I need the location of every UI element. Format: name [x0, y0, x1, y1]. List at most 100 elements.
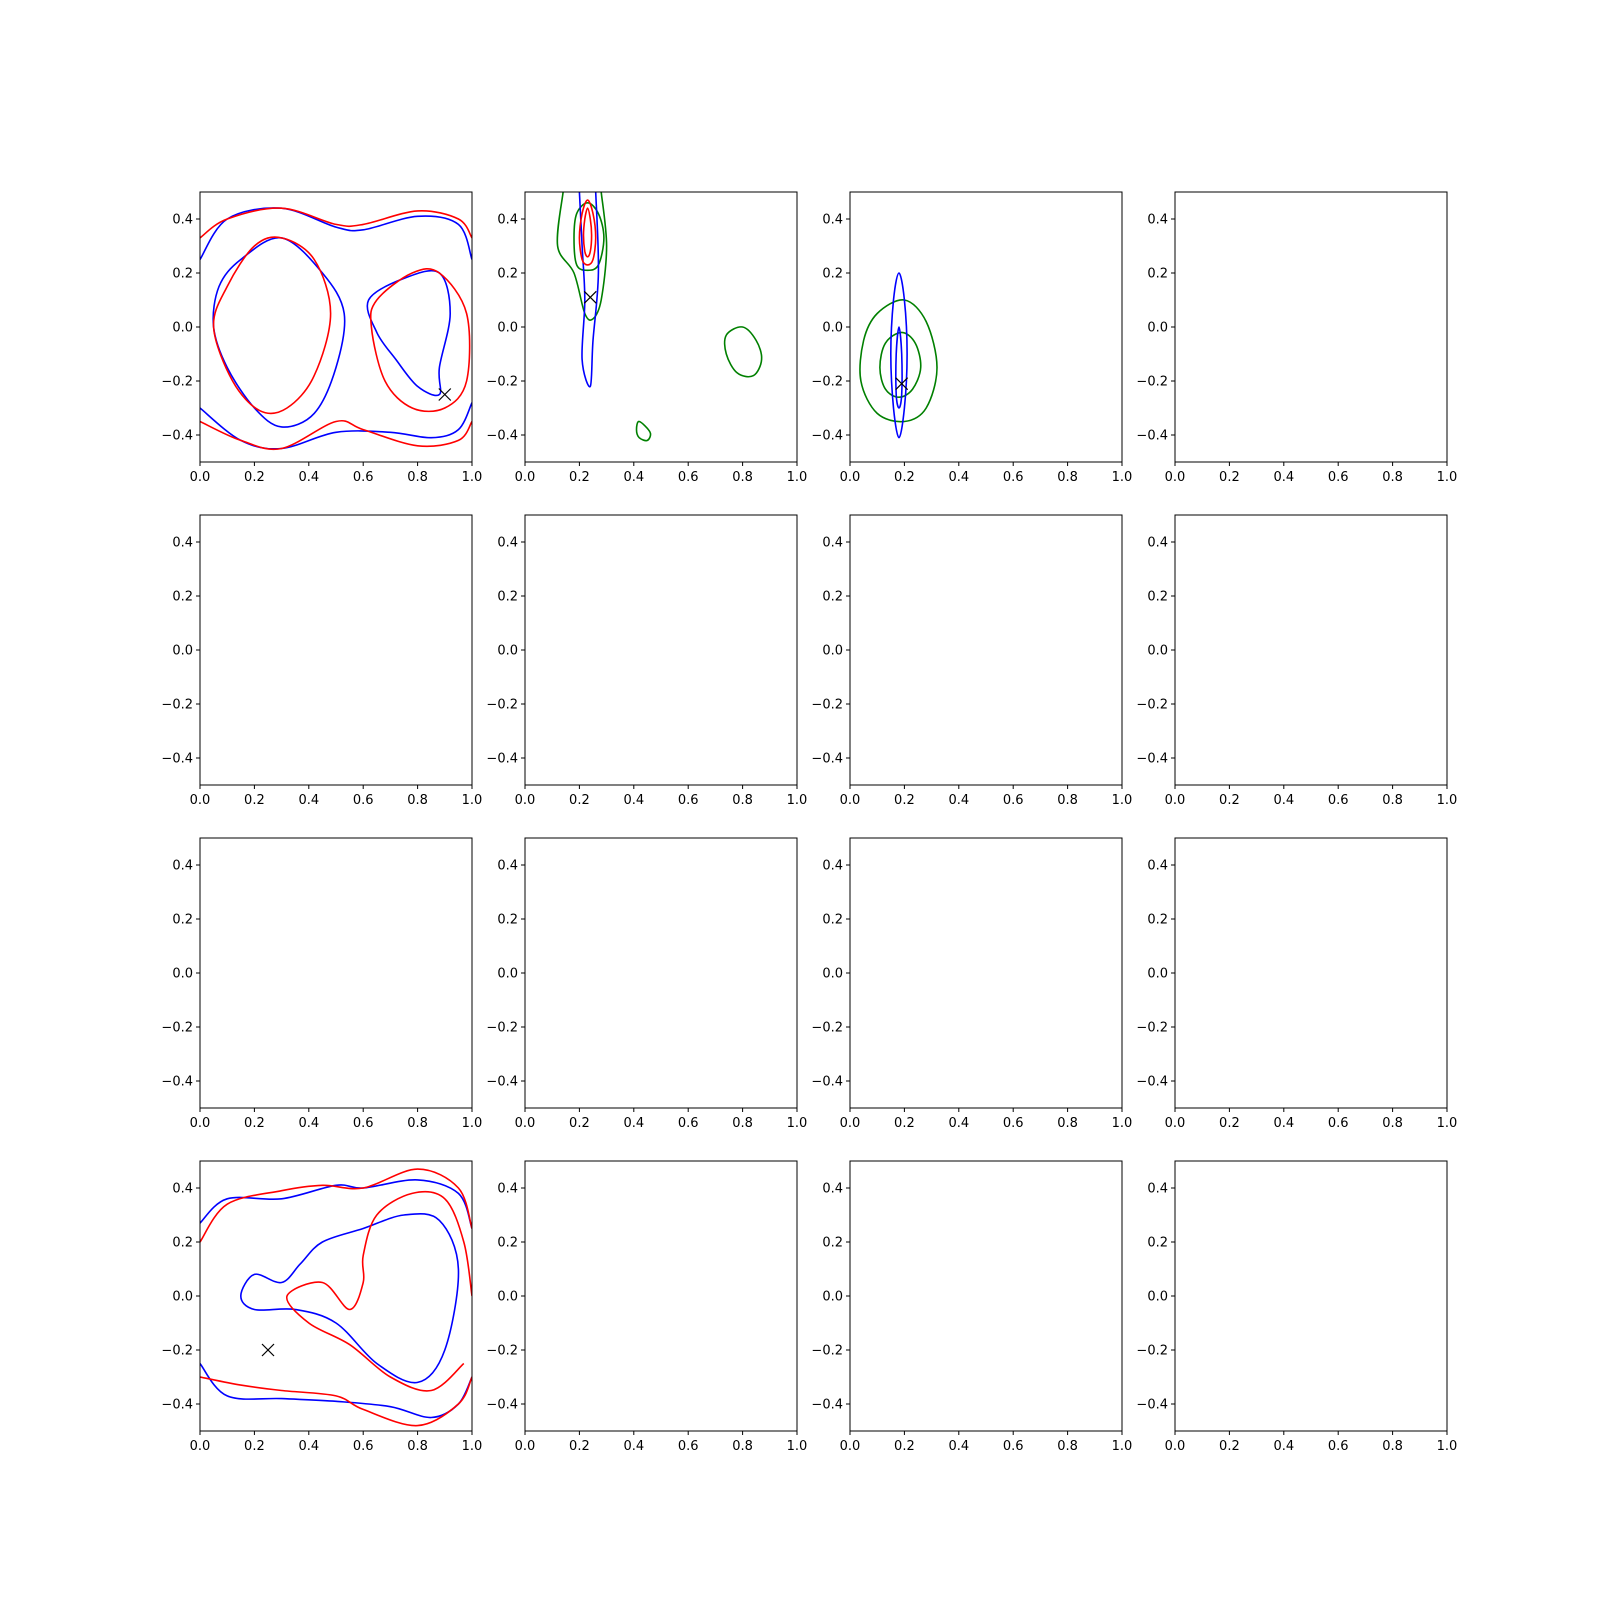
x-tick-label: 0.4	[298, 470, 319, 485]
y-tick-label: 0.2	[172, 913, 193, 928]
axes-frame	[199, 514, 473, 786]
x-tick-label: 0.0	[515, 793, 536, 808]
axes-frame	[524, 191, 798, 463]
x-tick-label: 0.8	[1057, 793, 1078, 808]
x-tick-label: 0.0	[515, 1439, 536, 1454]
x-tick-label: 0.0	[1165, 793, 1186, 808]
x-tick-label: 0.2	[244, 470, 265, 485]
y-tick-label: 0.0	[172, 1290, 193, 1305]
y-tick-label: 0.4	[822, 536, 843, 551]
y-tick-label: 0.2	[497, 267, 518, 282]
y-tick-label: 0.0	[172, 644, 193, 659]
x-marker	[583, 290, 597, 304]
y-tick-label: 0.0	[822, 644, 843, 659]
y-tick-label: −0.2	[486, 375, 518, 390]
axes-frame	[1174, 191, 1448, 463]
x-tick-label: 0.2	[1219, 470, 1240, 485]
y-tick-label: −0.2	[811, 1344, 843, 1359]
y-tick-label: −0.2	[161, 375, 193, 390]
contour-green-0	[859, 299, 938, 423]
panel-r0-c3: 0.0 0.2 0.4 0.6 0.8 1.0 −0.4 −0.2 0.0 0.2 0.4	[1136, 191, 1457, 485]
x-tick-label: 0.0	[515, 470, 536, 485]
x-tick-label: 0.6	[353, 1116, 374, 1131]
y-tick-label: 0.0	[1147, 967, 1168, 982]
x-tick-label: 0.0	[1165, 470, 1186, 485]
x-tick-label: 1.0	[1112, 470, 1133, 485]
y-tick-label: −0.4	[161, 1398, 193, 1413]
x-tick-label: 0.0	[840, 1439, 861, 1454]
panel-r1-c1: 0.0 0.2 0.4 0.6 0.8 1.0 −0.4 −0.2 0.0 0.2 0.4	[486, 514, 807, 808]
x-tick-label: 0.0	[190, 1439, 211, 1454]
y-tick-label: 0.0	[822, 321, 843, 336]
x-tick-label: 0.2	[244, 793, 265, 808]
y-tick-label: −0.4	[1136, 1398, 1168, 1413]
panel-r1-c3: 0.0 0.2 0.4 0.6 0.8 1.0 −0.4 −0.2 0.0 0.2 0.4	[1136, 514, 1457, 808]
y-tick-label: −0.4	[811, 1075, 843, 1090]
x-tick-label: 0.6	[1328, 1116, 1349, 1131]
y-tick-label: 0.0	[1147, 1290, 1168, 1305]
y-tick-label: −0.2	[811, 698, 843, 713]
y-tick-label: 0.2	[822, 1236, 843, 1251]
x-tick-label: 0.4	[1273, 793, 1294, 808]
y-tick-label: −0.2	[1136, 698, 1168, 713]
y-tick-label: −0.4	[811, 752, 843, 767]
contour-red-5	[212, 236, 332, 415]
y-tick-label: −0.4	[486, 1075, 518, 1090]
x-tick-label: 0.2	[569, 1439, 590, 1454]
x-tick-label: 0.4	[623, 1439, 644, 1454]
contour-red-4	[582, 207, 593, 258]
x-tick-label: 0.0	[515, 1116, 536, 1131]
y-tick-label: 0.0	[497, 1290, 518, 1305]
x-tick-label: 1.0	[787, 1116, 808, 1131]
y-tick-label: 0.2	[1147, 590, 1168, 605]
x-tick-label: 0.6	[1003, 793, 1024, 808]
x-tick-label: 0.0	[190, 793, 211, 808]
y-tick-label: 0.4	[1147, 213, 1168, 228]
y-tick-label: 0.4	[497, 213, 518, 228]
x-tick-label: 1.0	[787, 1439, 808, 1454]
x-tick-label: 0.2	[894, 1439, 915, 1454]
contour-green-1	[879, 331, 922, 399]
y-tick-label: 0.4	[172, 536, 193, 551]
axes-frame	[524, 837, 798, 1109]
x-tick-label: 0.8	[732, 1439, 753, 1454]
y-tick-label: −0.4	[1136, 429, 1168, 444]
y-tick-label: −0.2	[161, 1344, 193, 1359]
y-tick-label: −0.4	[486, 429, 518, 444]
contour-blue-0	[200, 207, 472, 260]
x-tick-label: 0.0	[190, 470, 211, 485]
x-tick-label: 0.2	[569, 470, 590, 485]
contour-blue-6	[366, 269, 452, 397]
x-tick-label: 0.0	[840, 1116, 861, 1131]
x-tick-label: 0.8	[407, 793, 428, 808]
y-tick-label: −0.2	[161, 698, 193, 713]
x-tick-label: 0.2	[1219, 1439, 1240, 1454]
x-tick-label: 0.6	[678, 470, 699, 485]
contour-green-0	[556, 192, 608, 321]
x-tick-label: 0.6	[1003, 1116, 1024, 1131]
panel-r3-c3: 0.0 0.2 0.4 0.6 0.8 1.0 −0.4 −0.2 0.0 0.2 0.4	[1136, 1160, 1458, 1454]
y-tick-label: −0.4	[161, 1075, 193, 1090]
y-tick-label: 0.2	[497, 913, 518, 928]
contour-blue-2	[200, 402, 472, 450]
y-tick-label: 0.4	[172, 213, 193, 228]
panel-r2-c3: 0.0 0.2 0.4 0.6 0.8 1.0 −0.4 −0.2 0.0 0.2 0.4	[1136, 837, 1457, 1131]
x-tick-label: 0.6	[1328, 470, 1349, 485]
x-tick-label: 0.0	[840, 793, 861, 808]
x-tick-label: 1.0	[462, 470, 483, 485]
x-tick-label: 1.0	[1437, 1439, 1458, 1454]
x-tick-label: 0.8	[1382, 793, 1403, 808]
y-tick-label: 0.4	[497, 536, 518, 551]
x-tick-label: 0.6	[678, 1116, 699, 1131]
y-tick-label: −0.2	[486, 698, 518, 713]
x-tick-label: 0.8	[1057, 470, 1078, 485]
x-tick-label: 0.2	[244, 1439, 265, 1454]
y-tick-label: 0.0	[172, 321, 193, 336]
plot-area	[200, 207, 472, 451]
y-tick-label: 0.2	[497, 590, 518, 605]
x-tick-label: 0.4	[1273, 1439, 1294, 1454]
x-tick-label: 0.2	[894, 1116, 915, 1131]
y-tick-label: −0.4	[1136, 1075, 1168, 1090]
contour-red-3	[200, 1376, 472, 1427]
x-tick-label: 0.8	[1057, 1439, 1078, 1454]
